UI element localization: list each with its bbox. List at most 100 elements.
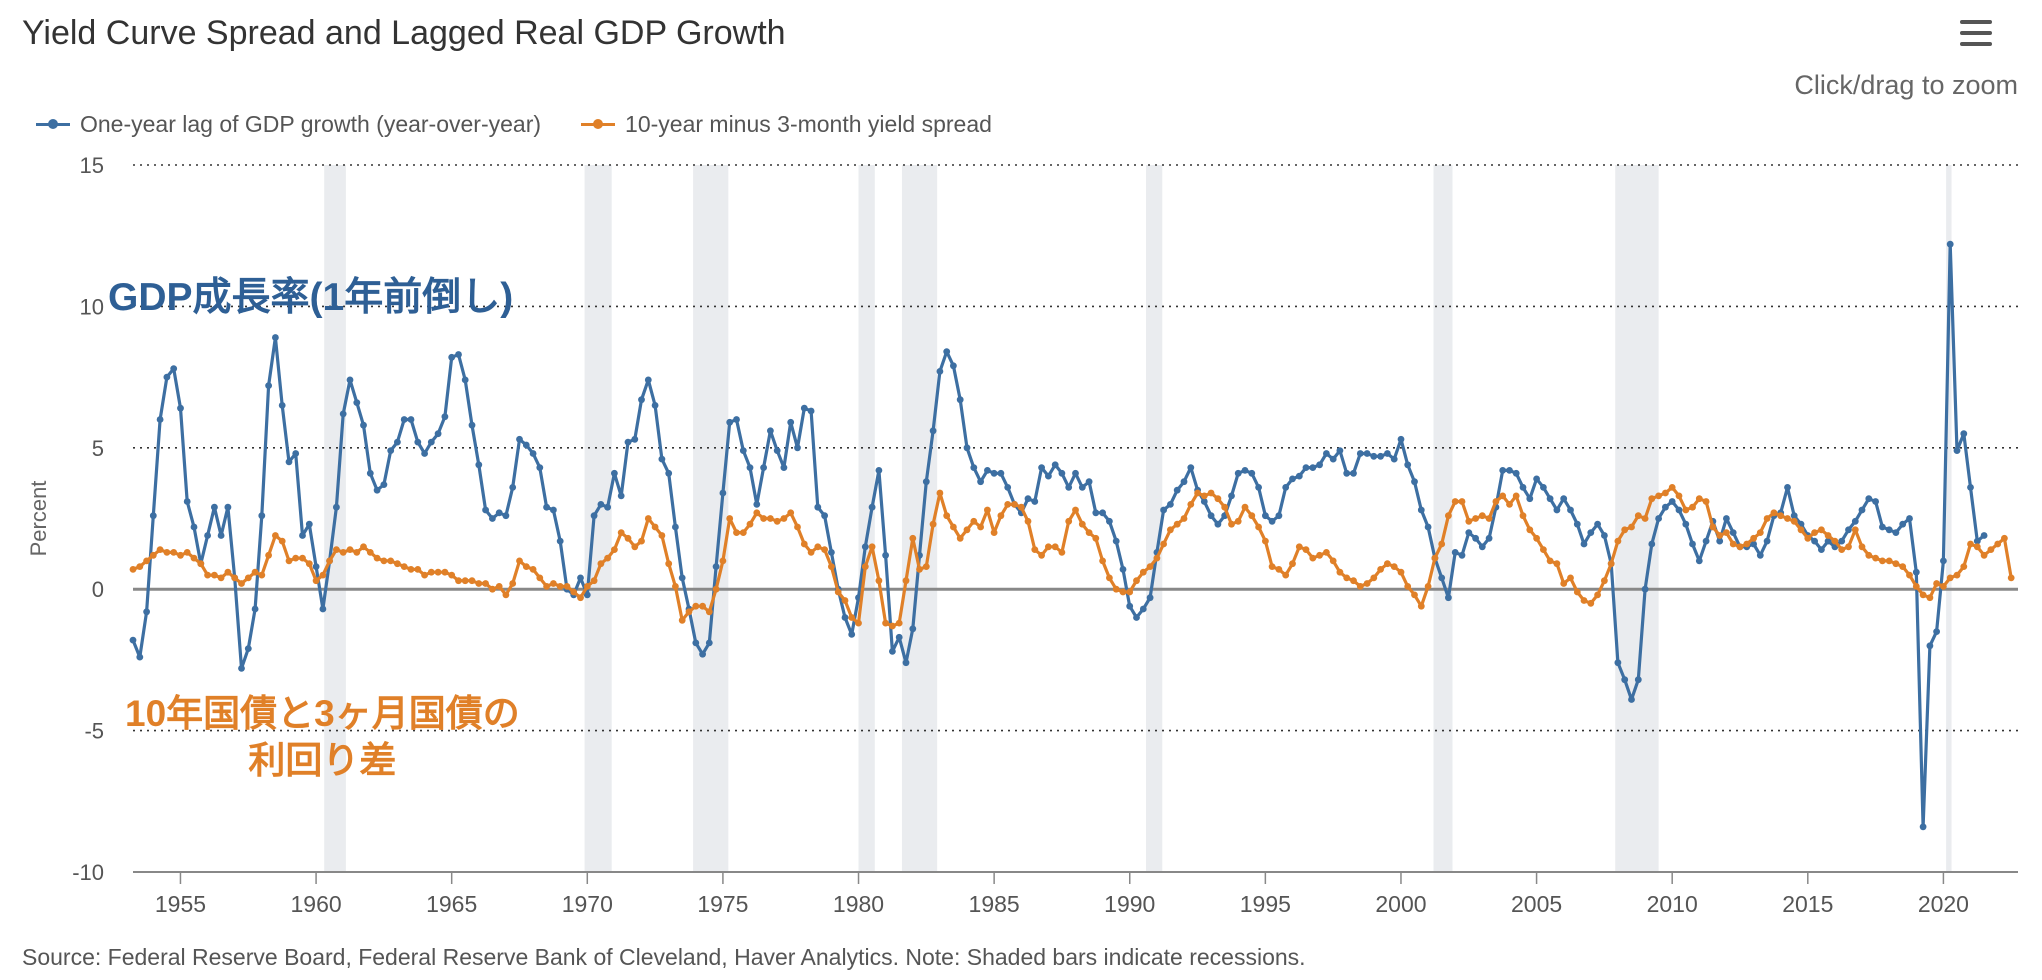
x-tick-label: 1965 (426, 891, 477, 917)
legend-item-gdp[interactable]: One-year lag of GDP growth (year-over-ye… (36, 111, 541, 138)
y-tick-label: 10 (80, 294, 104, 319)
data-point-gdp (1621, 676, 1629, 684)
data-point-spread (1987, 546, 1995, 553)
data-point-spread (421, 571, 428, 579)
data-point-gdp (305, 520, 313, 528)
data-point-gdp (1289, 475, 1296, 483)
data-point-gdp (1838, 537, 1846, 545)
data-point-spread (644, 515, 652, 522)
data-point-gdp (1851, 517, 1859, 525)
data-point-spread (1662, 489, 1669, 497)
data-point-gdp (1594, 520, 1601, 528)
data-point-gdp (1214, 520, 1222, 528)
series-gdp (129, 240, 1988, 831)
data-point-spread (895, 619, 903, 627)
data-point-spread (1356, 583, 1364, 590)
data-point-spread (1214, 495, 1222, 503)
data-point-spread (1390, 563, 1398, 570)
data-point-spread (1472, 515, 1479, 522)
data-point-gdp (1336, 447, 1344, 454)
data-point-spread (1804, 534, 1812, 542)
data-point-spread (1187, 501, 1195, 508)
data-point-spread (1316, 551, 1323, 559)
hamburger-menu-icon[interactable] (1955, 14, 1999, 54)
data-point-spread (495, 583, 503, 590)
data-point-spread (1940, 583, 1947, 590)
data-point-gdp (1099, 509, 1106, 517)
data-point-spread (319, 571, 327, 579)
data-point-spread (861, 563, 869, 570)
data-point-gdp (394, 438, 401, 446)
data-point-gdp (407, 416, 415, 423)
data-point-spread (1241, 503, 1249, 511)
data-point-spread (583, 583, 591, 590)
data-point-spread (1336, 568, 1344, 576)
data-point-gdp (516, 435, 523, 443)
data-point-spread (1289, 560, 1296, 568)
data-point-gdp (956, 396, 964, 404)
data-point-spread (197, 560, 205, 568)
data-point-gdp (414, 438, 422, 446)
data-point-spread (543, 583, 550, 590)
data-point-gdp (455, 351, 462, 358)
data-point-gdp (889, 648, 896, 655)
data-point-spread (536, 574, 544, 582)
data-point-gdp (1634, 676, 1642, 684)
data-point-spread (678, 616, 686, 624)
data-point-spread (984, 506, 991, 514)
data-point-gdp (1519, 484, 1527, 491)
data-point-gdp (963, 444, 971, 452)
data-point-spread (285, 557, 293, 565)
data-point-gdp (489, 515, 496, 522)
data-point-spread (604, 554, 611, 562)
data-point-spread (305, 560, 313, 568)
data-point-spread (1879, 557, 1886, 565)
data-point-spread (1723, 529, 1730, 536)
data-point-spread (1716, 532, 1724, 539)
data-point-gdp (672, 523, 679, 531)
data-point-spread (244, 574, 252, 582)
data-point-gdp (746, 464, 754, 471)
data-point-gdp (1255, 484, 1262, 491)
data-point-gdp (1865, 495, 1873, 503)
chart-legend: One-year lag of GDP growth (year-over-ye… (36, 108, 1032, 140)
recession-shading-group (324, 165, 1952, 872)
data-point-gdp (156, 416, 164, 423)
data-point-spread (1573, 588, 1581, 596)
data-point-spread (1960, 563, 1968, 570)
data-point-spread (1811, 529, 1818, 536)
data-point-spread (1533, 534, 1540, 542)
legend-item-spread[interactable]: 10-year minus 3-month yield spread (581, 111, 992, 138)
data-point-spread (434, 568, 442, 576)
data-point-gdp (875, 467, 883, 474)
data-point-gdp (984, 467, 991, 474)
data-point-gdp (1262, 512, 1269, 520)
data-point-gdp (1045, 472, 1052, 480)
data-point-spread (238, 580, 245, 587)
data-point-spread (1540, 546, 1547, 553)
data-point-spread (1763, 515, 1771, 522)
data-point-spread (1262, 537, 1269, 545)
zoom-hint: Click/drag to zoom (1794, 70, 2018, 100)
data-point-spread (1370, 574, 1378, 582)
data-point-gdp (1845, 526, 1852, 534)
data-point-gdp (1750, 540, 1757, 548)
data-point-gdp (346, 376, 354, 384)
data-point-gdp (149, 512, 157, 520)
data-point-spread (739, 529, 747, 536)
data-point-gdp (543, 503, 550, 511)
data-point-spread (1831, 537, 1839, 545)
y-tick-label: 5 (92, 436, 104, 461)
recession-bar (1433, 165, 1453, 872)
data-point-spread (1770, 509, 1778, 517)
data-point-gdp (1689, 540, 1696, 548)
data-point-spread (1628, 523, 1635, 531)
y-tick-label: 15 (80, 153, 104, 178)
data-point-spread (922, 563, 930, 570)
annotation-yield-spread-line2: 利回り差 (248, 740, 397, 781)
data-point-gdp (339, 410, 347, 418)
data-point-gdp (1187, 464, 1195, 471)
data-point-spread (767, 515, 774, 522)
data-point-gdp (556, 537, 564, 545)
